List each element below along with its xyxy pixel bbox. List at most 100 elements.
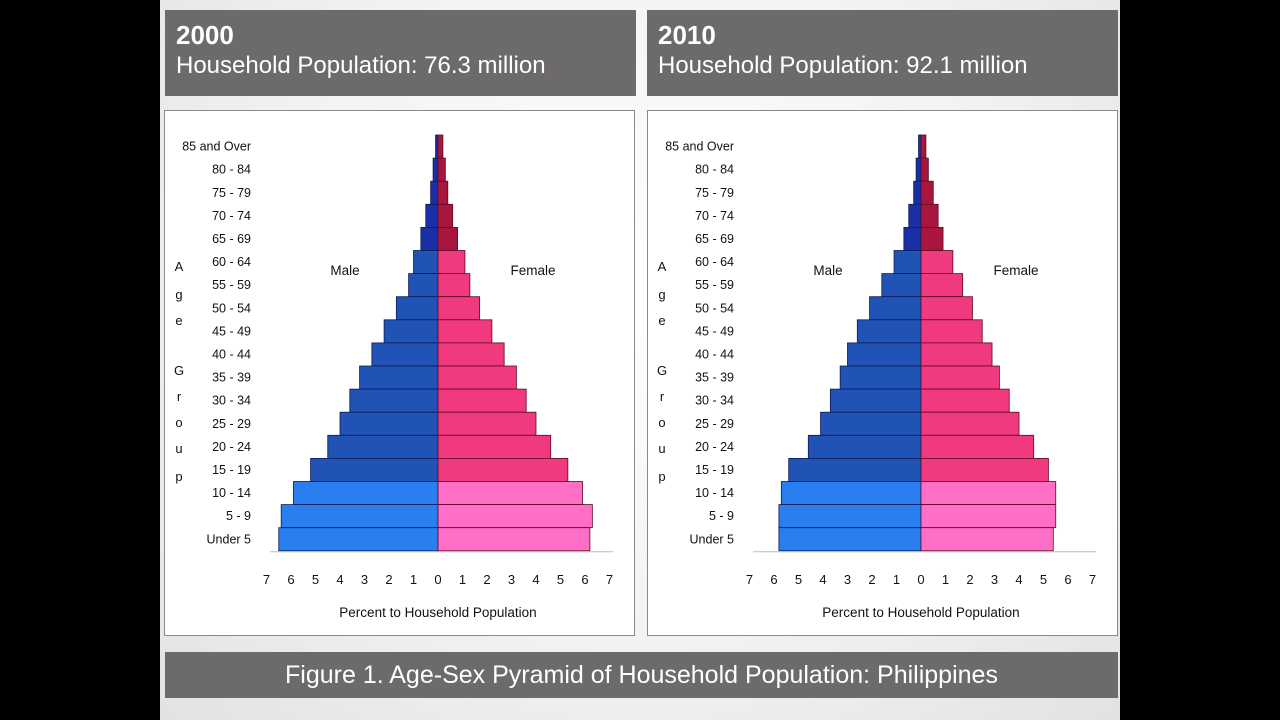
x-tick-label: 3 — [844, 572, 851, 587]
bar-male — [310, 457, 439, 482]
x-tick-label: 4 — [1015, 572, 1022, 587]
age-tick-label: 35 - 39 — [695, 371, 734, 385]
bar-male — [408, 273, 439, 298]
pyramid-chart-2000: 85 and Over 80 - 84 75 - 79 70 - 74 65 - 69 6… — [174, 134, 613, 620]
age-tick-label: 50 - 54 — [212, 301, 251, 315]
bar-male — [349, 388, 439, 413]
bar-male — [778, 527, 922, 552]
bar-female — [920, 180, 934, 205]
age-tick-label: 70 - 74 — [212, 209, 251, 223]
y-axis-label-letter: o — [175, 415, 182, 430]
x-tick-label: 3 — [991, 572, 998, 587]
bar-female — [920, 434, 1035, 459]
age-tick-label: 80 - 84 — [695, 163, 734, 177]
x-tick-label: 0 — [917, 572, 924, 587]
bar-female — [920, 481, 1057, 506]
bar-female — [920, 365, 1000, 390]
age-tick-label: 75 - 79 — [695, 186, 734, 200]
y-axis-label-letter: p — [175, 469, 182, 484]
age-tick-label: 80 - 84 — [212, 163, 251, 177]
y-axis-label-letter: p — [658, 469, 665, 484]
bar-male — [420, 227, 439, 251]
x-tick-label: 5 — [1040, 572, 1047, 587]
x-tick-label: 2 — [483, 572, 490, 587]
x-tick-label: 7 — [263, 572, 270, 587]
x-tick-label: 6 — [581, 572, 588, 587]
x-tick-label: 5 — [795, 572, 802, 587]
age-tick-label: 30 - 34 — [695, 394, 734, 408]
bar-male — [359, 365, 439, 390]
x-axis-label: Percent to Household Population — [339, 605, 536, 620]
bar-female — [437, 134, 444, 159]
bar-male — [915, 157, 922, 182]
bar-male — [778, 504, 922, 529]
bar-female — [437, 273, 471, 298]
age-tick-label: 35 - 39 — [212, 371, 251, 385]
bar-male — [278, 527, 439, 552]
age-tick-label: 70 - 74 — [695, 209, 734, 223]
bar-female — [920, 134, 927, 159]
x-tick-label: 7 — [746, 572, 753, 587]
bar-female — [437, 157, 446, 182]
bar-female — [920, 527, 1054, 552]
header-population: Household Population: 76.3 million — [176, 52, 546, 79]
age-tick-label: 5 - 9 — [226, 509, 251, 523]
bar-female — [920, 296, 973, 321]
y-axis-label-letter: G — [174, 363, 184, 378]
age-tick-label: 15 - 19 — [695, 463, 734, 477]
y-axis-label-letter: A — [658, 259, 667, 274]
bar-female — [437, 203, 454, 228]
y-axis-label-letter: g — [658, 287, 665, 302]
bar-male — [430, 180, 439, 205]
age-tick-label: 15 - 19 — [212, 463, 251, 477]
age-tick-label: Under 5 — [690, 532, 735, 546]
bar-male — [788, 457, 922, 482]
header-2010: 2010 Household Population: 92.1 million — [647, 10, 1118, 96]
y-axis-label-letter: r — [660, 389, 665, 404]
bar-male — [903, 227, 922, 251]
age-tick-label: 45 - 49 — [695, 324, 734, 338]
bar-female — [920, 250, 954, 275]
x-tick-label: 7 — [606, 572, 613, 587]
bar-female — [437, 504, 593, 529]
bar-female — [920, 388, 1010, 413]
x-tick-label: 6 — [770, 572, 777, 587]
x-tick-label: 3 — [508, 572, 515, 587]
age-tick-label: 40 - 44 — [695, 347, 734, 361]
bar-female — [437, 365, 517, 390]
age-tick-label: 55 - 59 — [695, 278, 734, 292]
bar-male — [856, 319, 922, 344]
bar-male — [293, 481, 439, 506]
bar-male — [869, 296, 922, 321]
pyramid-2000-panel: 85 and Over 80 - 84 75 - 79 70 - 74 65 - 69 6… — [164, 110, 635, 636]
x-tick-label: 4 — [819, 572, 826, 587]
bar-female — [920, 457, 1049, 482]
age-tick-label: 50 - 54 — [695, 301, 734, 315]
pyramid-chart-2010: 85 and Over 80 - 84 75 - 79 70 - 74 65 - 69 6… — [657, 134, 1096, 620]
age-tick-label: 60 - 64 — [212, 255, 251, 269]
bar-female — [437, 388, 527, 413]
header-population: Household Population: 92.1 million — [658, 52, 1028, 79]
bar-female — [437, 457, 569, 482]
bar-male — [371, 342, 439, 367]
bar-male — [383, 319, 439, 344]
x-tick-label: 5 — [312, 572, 319, 587]
age-tick-label: 65 - 69 — [212, 232, 251, 246]
bar-male — [829, 388, 922, 413]
series-label-female: Female — [510, 263, 555, 278]
bar-male — [807, 434, 922, 459]
bar-female — [920, 319, 983, 344]
x-axis-label: Percent to Household Population — [822, 605, 1019, 620]
age-tick-label: 40 - 44 — [212, 347, 251, 361]
bar-female — [920, 342, 993, 367]
bar-male — [395, 296, 439, 321]
header-year: 2010 — [658, 20, 716, 50]
x-tick-label: 3 — [361, 572, 368, 587]
age-tick-label: Under 5 — [207, 532, 252, 546]
bar-female — [437, 296, 481, 321]
series-label-female: Female — [993, 263, 1038, 278]
y-axis-label-letter: e — [175, 313, 182, 328]
header-year: 2000 — [176, 20, 234, 50]
x-tick-label: 7 — [1089, 572, 1096, 587]
age-tick-label: 25 - 29 — [695, 417, 734, 431]
